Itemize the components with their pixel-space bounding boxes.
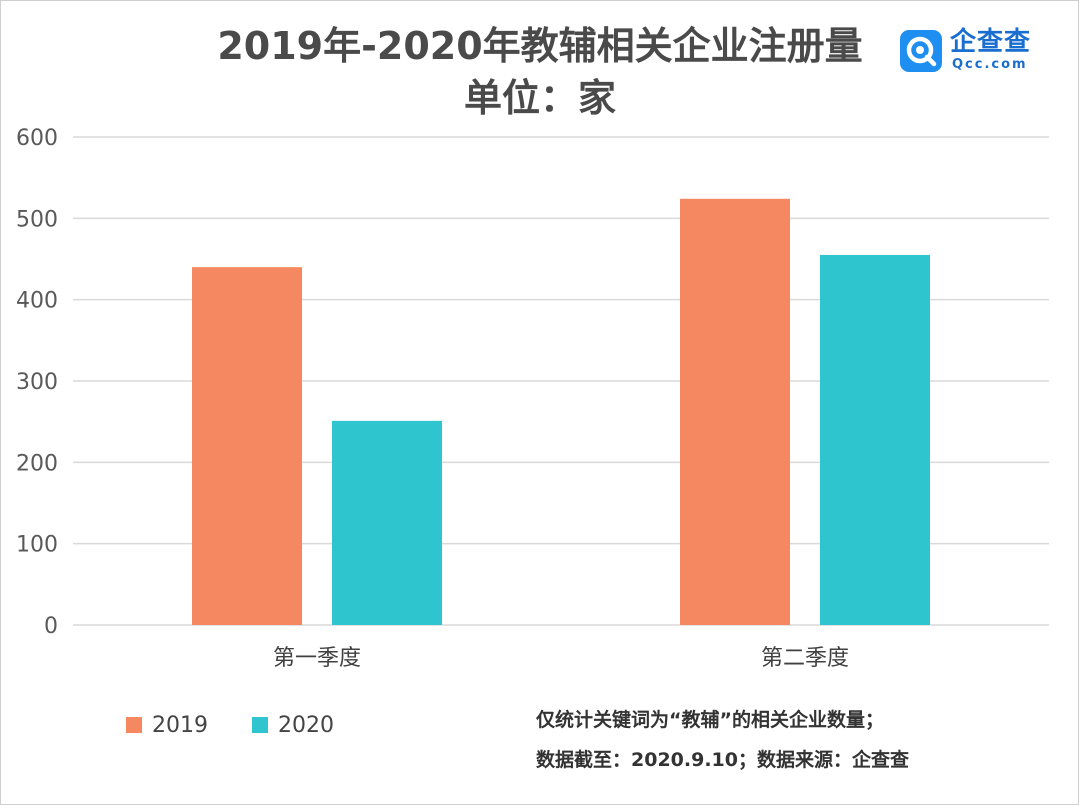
- bar-2020-1: [332, 420, 442, 625]
- bar-2020-2: [820, 254, 930, 625]
- y-tick-label-0: 0: [44, 614, 58, 639]
- qcc-logo-icon: [900, 30, 942, 72]
- bar-2019-1: [192, 267, 302, 625]
- y-tick-label-300: 300: [16, 370, 58, 395]
- qcc-logo-name: 企查查: [950, 27, 1032, 57]
- y-tick-label-200: 200: [16, 451, 58, 476]
- legend-item-2019: 2019: [126, 713, 208, 738]
- qcc-logo-domain: Qcc.com: [952, 57, 1028, 72]
- y-tick-label-500: 500: [16, 207, 58, 232]
- chart-title: 2019年-2020年教辅相关企业注册量: [217, 24, 863, 68]
- x-tick-label-1: 第一季度: [273, 646, 361, 671]
- chart-legend: 2019 2020: [126, 710, 378, 740]
- legend-label-2019: 2019: [152, 712, 208, 738]
- y-tick-label-400: 400: [16, 289, 58, 314]
- bar-chart: 0 100 200 300 400 500 600 第一季度 第二季度: [16, 126, 1049, 671]
- y-tick-label-100: 100: [16, 533, 58, 558]
- chart-notes: 仅统计关键词为“教辅”的相关企业数量； 数据截至：2020.9.10；数据来源：…: [536, 700, 1056, 780]
- legend-label-2020: 2020: [278, 712, 334, 738]
- qcc-logo: 企查查 Qcc.com: [900, 27, 1040, 74]
- legend-item-2020: 2020: [252, 713, 334, 738]
- x-tick-label-2: 第二季度: [761, 646, 849, 671]
- note-scope: 仅统计关键词为“教辅”的相关企业数量；: [536, 709, 884, 731]
- bar-2019-2: [680, 198, 790, 625]
- y-tick-label-600: 600: [16, 126, 58, 151]
- legend-swatch-2020: [252, 717, 268, 733]
- legend-swatch-2019: [126, 717, 142, 733]
- chart-subtitle: 单位：家: [463, 76, 616, 120]
- note-source: 数据截至：2020.9.10；数据来源：企查查: [536, 749, 909, 771]
